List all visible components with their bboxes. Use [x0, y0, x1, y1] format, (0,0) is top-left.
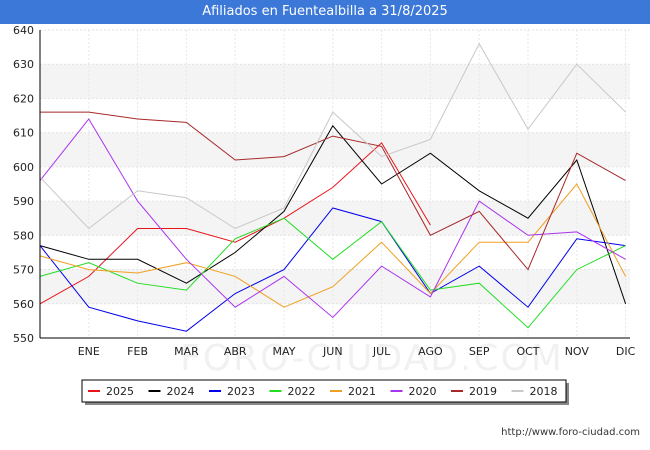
series-line-2023	[39, 207, 626, 332]
y-tick-label: 620	[13, 92, 34, 105]
y-tick-label: 630	[13, 58, 34, 71]
y-tick-label: 600	[13, 161, 34, 174]
plot-band	[40, 132, 630, 167]
x-tick-label: SEP	[469, 345, 490, 358]
legend: 2025 2024 2023 2022 2021 2020 2019 2018	[81, 379, 569, 405]
series-line-2022	[39, 217, 626, 329]
y-tick-label: 560	[13, 298, 34, 311]
y-tick-label: 580	[13, 229, 34, 242]
series-line-2021	[39, 183, 627, 308]
x-tick-label: ABR	[224, 345, 247, 358]
x-tick-label: OCT	[516, 345, 539, 358]
y-tick-label: 610	[13, 127, 34, 140]
legend-label-2023: 2023	[227, 385, 255, 398]
legend-label-2020: 2020	[409, 385, 437, 398]
legend-label-2018: 2018	[530, 385, 558, 398]
series-line-2024	[39, 124, 627, 304]
x-tick-label: JUN	[322, 345, 343, 358]
y-tick-label: 570	[13, 264, 34, 277]
series-lines	[39, 42, 627, 332]
legend-label-2022: 2022	[288, 385, 316, 398]
plot-band	[40, 269, 630, 304]
legend-box	[81, 379, 567, 403]
x-tick-label: ENE	[78, 345, 100, 358]
axes	[39, 30, 630, 339]
series-line-2019	[40, 111, 626, 271]
series-line-2025	[39, 142, 431, 305]
x-tick-label: FEB	[127, 345, 148, 358]
chart-title: Afiliados en Fuentealbilla a 31/8/2025	[0, 0, 650, 24]
x-tick-label: MAY	[273, 345, 296, 358]
tick-labels: 550 560 570 580 590 600 610 620 630 640 ENE FEB MAR A…	[13, 24, 636, 358]
series-line-2018	[39, 42, 626, 230]
x-tick-label: NOV	[565, 345, 590, 358]
y-tick-label: 590	[13, 195, 34, 208]
x-tick-label: MAR	[174, 345, 199, 358]
plot-bands	[40, 30, 630, 338]
watermark: FORO-CIUDAD.COM	[180, 338, 564, 379]
legend-label-2019: 2019	[469, 385, 497, 398]
y-tick-label: 640	[13, 24, 34, 37]
legend-label-2021: 2021	[348, 385, 376, 398]
grid-lines	[40, 29, 630, 339]
series-line-2020	[39, 118, 626, 319]
x-tick-label: JUL	[372, 345, 391, 358]
plot-band	[40, 64, 630, 99]
source-url[interactable]: http://www.foro-ciudad.com	[501, 427, 640, 438]
y-tick-label: 550	[13, 332, 34, 345]
plot-band	[40, 201, 630, 236]
legend-label-2025: 2025	[106, 385, 134, 398]
legend-label-2024: 2024	[167, 385, 195, 398]
x-tick-label: DIC	[616, 345, 636, 358]
x-tick-label: AGO	[418, 345, 443, 358]
